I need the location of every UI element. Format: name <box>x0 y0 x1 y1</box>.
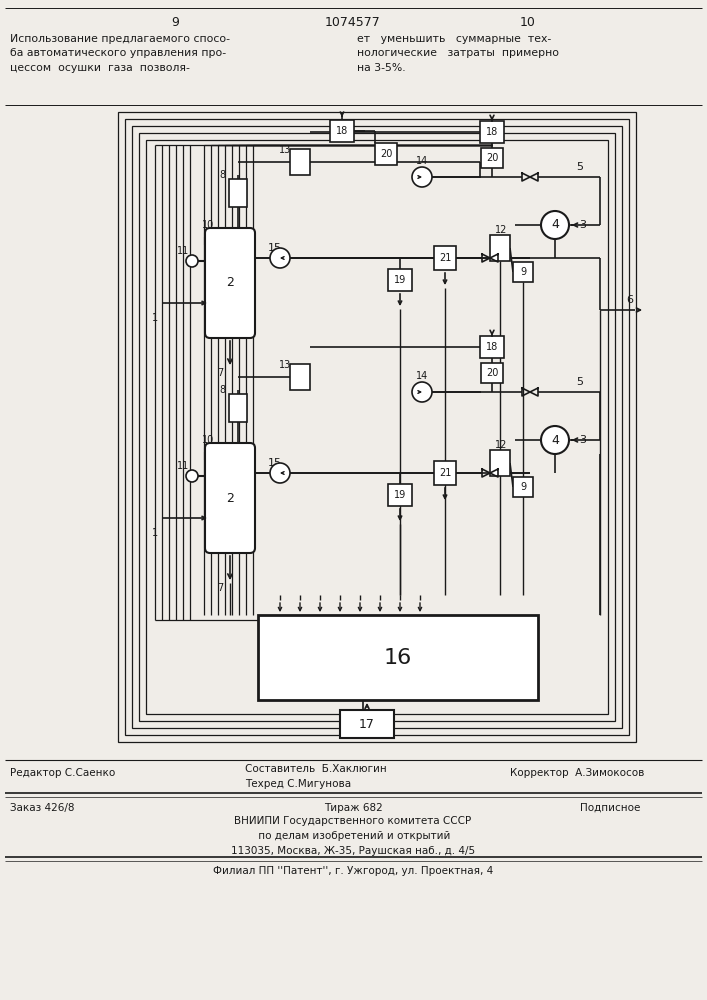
Circle shape <box>270 248 290 268</box>
Text: 2: 2 <box>226 491 234 504</box>
Bar <box>434 461 456 485</box>
Circle shape <box>541 426 569 454</box>
Circle shape <box>541 211 569 239</box>
Text: ВНИИПИ Государственного комитета СССР
 по делам изобретений и открытий
113035, М: ВНИИПИ Государственного комитета СССР по… <box>231 816 475 856</box>
Text: 18: 18 <box>336 126 348 136</box>
Bar <box>229 179 247 207</box>
Bar <box>480 336 504 358</box>
Text: 3: 3 <box>580 435 587 445</box>
Text: 4: 4 <box>551 434 559 446</box>
Text: 7: 7 <box>217 583 223 593</box>
Text: 15: 15 <box>268 458 282 468</box>
Text: 9: 9 <box>520 267 526 277</box>
Text: 12: 12 <box>495 225 507 235</box>
Text: Тираж 682: Тираж 682 <box>324 803 382 813</box>
Text: 19: 19 <box>394 275 406 285</box>
Text: 17: 17 <box>359 718 375 730</box>
Bar <box>340 710 394 738</box>
Text: 11: 11 <box>177 461 189 471</box>
Text: Филиал ПП ''Патент'', г. Ужгород, ул. Проектная, 4: Филиал ПП ''Патент'', г. Ужгород, ул. Пр… <box>213 866 493 876</box>
Text: 10: 10 <box>202 435 214 445</box>
Text: 18: 18 <box>486 127 498 137</box>
Text: 8: 8 <box>219 385 225 395</box>
Bar <box>375 143 397 165</box>
FancyBboxPatch shape <box>205 443 255 553</box>
Bar <box>290 149 310 175</box>
Text: 3: 3 <box>580 220 587 230</box>
Bar <box>125 119 629 735</box>
Text: 20: 20 <box>486 153 498 163</box>
Text: 21: 21 <box>439 468 451 478</box>
Bar <box>434 246 456 270</box>
Text: 20: 20 <box>486 368 498 378</box>
Text: 19: 19 <box>394 490 406 500</box>
Text: 10: 10 <box>202 220 214 230</box>
Bar <box>513 477 533 497</box>
Circle shape <box>186 470 198 482</box>
Bar <box>290 364 310 390</box>
Text: 4: 4 <box>551 219 559 232</box>
Bar <box>229 394 247 422</box>
Text: 13: 13 <box>279 145 291 155</box>
Bar <box>481 148 503 168</box>
Bar <box>480 121 504 143</box>
Circle shape <box>412 382 432 402</box>
Circle shape <box>186 255 198 267</box>
Bar <box>139 133 615 721</box>
Text: 16: 16 <box>384 648 412 668</box>
Bar <box>513 262 533 282</box>
Text: 14: 14 <box>416 371 428 381</box>
Text: Корректор  А.Зимокосов: Корректор А.Зимокосов <box>510 768 644 778</box>
Text: 20: 20 <box>380 149 392 159</box>
Text: 8: 8 <box>219 170 225 180</box>
Text: Редактор С.Саенко: Редактор С.Саенко <box>10 768 115 778</box>
Circle shape <box>270 463 290 483</box>
Text: 6: 6 <box>626 295 633 305</box>
Text: Составитель  Б.Хаклюгин
Техред С.Мигунова: Составитель Б.Хаклюгин Техред С.Мигунова <box>245 764 387 789</box>
Text: 7: 7 <box>217 368 223 378</box>
Text: 2: 2 <box>226 276 234 290</box>
Bar <box>388 269 412 291</box>
Text: Подписное: Подписное <box>580 803 641 813</box>
Circle shape <box>412 167 432 187</box>
Bar <box>118 112 636 742</box>
Bar <box>481 363 503 383</box>
Text: 18: 18 <box>486 342 498 352</box>
Bar <box>490 450 510 476</box>
Text: 21: 21 <box>439 253 451 263</box>
Text: 10: 10 <box>520 15 536 28</box>
Text: Заказ 426/8: Заказ 426/8 <box>10 803 74 813</box>
FancyBboxPatch shape <box>205 228 255 338</box>
Text: 15: 15 <box>268 243 282 253</box>
Text: ет   уменьшить   суммарные  тех-
нологические   затраты  примерно
на 3-5%.: ет уменьшить суммарные тех- нологические… <box>357 34 559 73</box>
Text: 9: 9 <box>171 15 179 28</box>
Text: 14: 14 <box>416 156 428 166</box>
Bar <box>258 615 538 700</box>
Text: 11: 11 <box>177 246 189 256</box>
Text: 5: 5 <box>576 377 583 387</box>
Bar <box>490 235 510 261</box>
Bar <box>146 140 608 714</box>
Text: 5: 5 <box>576 162 583 172</box>
Text: 1074577: 1074577 <box>325 15 381 28</box>
Bar <box>388 484 412 506</box>
Text: 1: 1 <box>152 528 158 538</box>
Text: 13: 13 <box>279 360 291 370</box>
Text: Использование предлагаемого спосо-
ба автоматического управления про-
цессом  ос: Использование предлагаемого спосо- ба ав… <box>10 34 230 73</box>
Bar <box>132 126 622 728</box>
Text: 12: 12 <box>495 440 507 450</box>
Bar <box>330 120 354 142</box>
Text: 9: 9 <box>520 482 526 492</box>
Text: 1: 1 <box>152 313 158 323</box>
